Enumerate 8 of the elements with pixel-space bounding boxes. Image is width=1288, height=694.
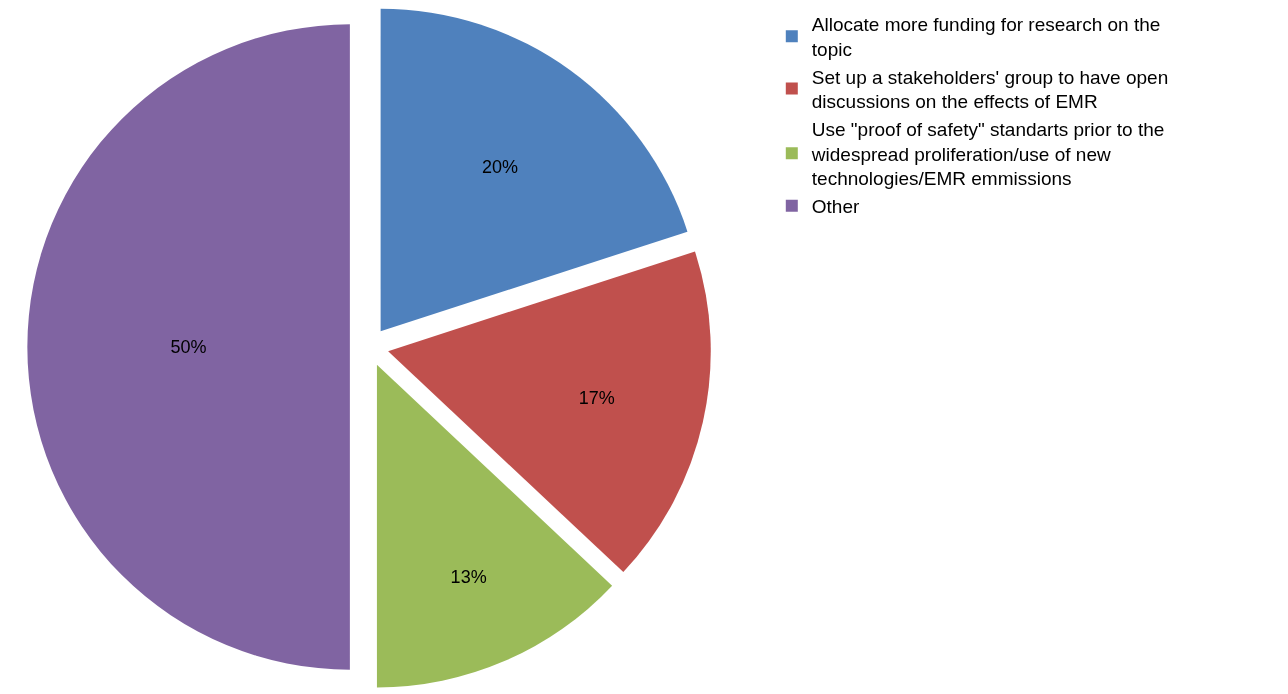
legend-label: Set up a stakeholders' group to have open discussions on the effects of EMR bbox=[811, 66, 1169, 113]
data-label: 13% bbox=[450, 566, 487, 587]
legend-label: Allocate more funding for research on the topic bbox=[811, 14, 1161, 60]
data-label: 50% bbox=[170, 337, 207, 357]
legend-label: Other bbox=[811, 196, 860, 218]
legend-label: Use "proof of safety" standarts prior to the widespread proliferation/use of new technologies/EMR emmissions bbox=[810, 119, 1165, 190]
data-label: 20% bbox=[482, 156, 519, 177]
data-label: 17% bbox=[578, 387, 615, 408]
